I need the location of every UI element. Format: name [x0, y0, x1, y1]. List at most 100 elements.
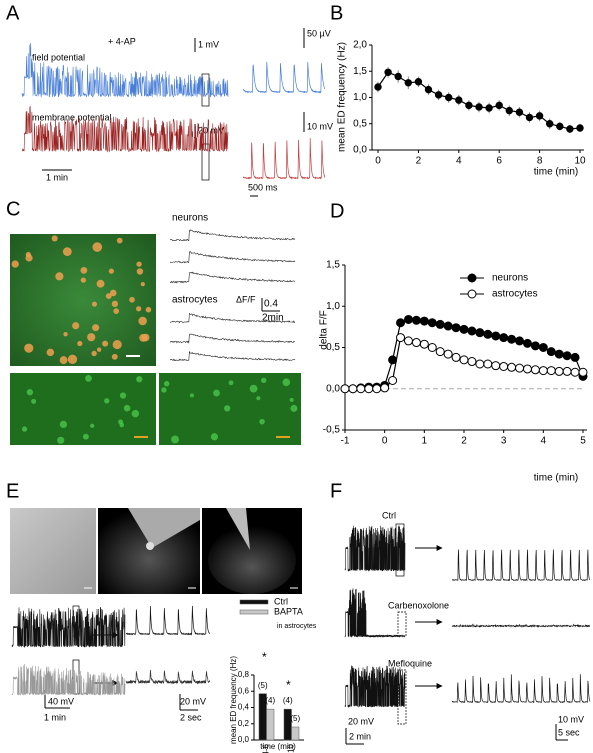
- marker: [570, 367, 580, 377]
- trace: [21, 42, 229, 98]
- legend-swatch: [239, 599, 269, 605]
- fluorescence-image: [10, 373, 156, 445]
- cell: [136, 268, 144, 275]
- scale-label: 500 ms: [248, 182, 278, 192]
- y-tick-label: 1,5: [326, 260, 340, 271]
- marker: [499, 361, 509, 371]
- cell: [55, 272, 64, 281]
- marker: [340, 384, 350, 394]
- cell: [161, 387, 167, 393]
- cell: [96, 347, 102, 352]
- cell: [141, 333, 150, 342]
- y-tick-label: 0,6: [238, 686, 250, 695]
- cell: [256, 396, 261, 401]
- cell: [145, 306, 152, 313]
- x-tick-label: 5: [580, 436, 586, 447]
- scale-label: 10 mV: [307, 121, 333, 131]
- marker: [451, 352, 461, 362]
- marker: [515, 363, 525, 373]
- marker: [475, 103, 483, 111]
- marker: [576, 124, 584, 132]
- marker: [403, 314, 413, 324]
- zoom-box: [397, 611, 407, 637]
- marker: [546, 347, 556, 357]
- y-tick-label: 1,0: [353, 92, 367, 103]
- cell: [112, 340, 122, 350]
- y-tick-label: 1,5: [353, 66, 367, 77]
- scale-label: 2 sec: [180, 712, 202, 722]
- cell: [91, 350, 97, 357]
- trace: [451, 549, 591, 582]
- y-axis-label: mean ED frequency (Hz): [229, 656, 238, 744]
- cell: [119, 422, 125, 428]
- cell: [113, 308, 120, 314]
- marker: [467, 357, 477, 367]
- marker: [525, 113, 534, 122]
- marker: [562, 366, 572, 376]
- marker: [467, 326, 477, 336]
- cell: [80, 277, 87, 283]
- marker: [404, 79, 412, 87]
- cell-blobs: [21, 374, 298, 444]
- marker: [522, 364, 532, 374]
- trace-label: membrane potential: [32, 112, 112, 122]
- cell: [104, 398, 110, 404]
- x-tick-label: 0: [382, 436, 388, 447]
- x-tick-label: 8: [537, 156, 543, 167]
- marker: [465, 101, 473, 110]
- marker: [507, 362, 517, 372]
- marker: [556, 122, 564, 131]
- x-tick-label: -1: [341, 436, 350, 447]
- cell: [26, 389, 34, 396]
- n-label: (5): [290, 714, 300, 723]
- marker: [435, 319, 445, 329]
- marker: [443, 321, 453, 331]
- x-tick-label: 8-10: [287, 743, 296, 753]
- panel-letter: C: [6, 198, 20, 220]
- cell: [228, 380, 234, 386]
- cell: [131, 409, 140, 418]
- marker: [491, 361, 501, 371]
- y-tick-label: 0,2: [238, 719, 250, 728]
- trace: [169, 351, 296, 362]
- legend-label: astrocytes: [492, 289, 538, 300]
- cell: [213, 389, 220, 397]
- cell: [80, 266, 88, 274]
- y-tick-label: 1,0: [326, 301, 340, 312]
- scale-label: ΔF/F: [236, 294, 256, 304]
- cell: [108, 268, 114, 274]
- cell: [51, 235, 58, 242]
- trace: [21, 106, 229, 153]
- cell: [116, 237, 123, 244]
- legend-label: neurons: [492, 273, 528, 284]
- marker: [396, 333, 406, 343]
- significance: *: [262, 650, 267, 664]
- cell: [136, 306, 142, 312]
- cell: [136, 261, 142, 267]
- bar: [291, 726, 300, 741]
- marker: [459, 324, 469, 334]
- x-axis-label: time (min): [260, 742, 296, 751]
- marker: [445, 93, 453, 102]
- cell: [85, 374, 92, 382]
- trace: [169, 312, 296, 324]
- marker: [495, 101, 503, 110]
- marker: [427, 318, 437, 328]
- cell: [92, 324, 100, 332]
- trace: [11, 607, 126, 649]
- marker: [372, 384, 382, 394]
- marker: [515, 108, 524, 116]
- scale-label: 50 µV: [307, 28, 331, 38]
- y-tick-label: 0,5: [353, 118, 367, 129]
- x-tick-label: 6: [496, 156, 502, 167]
- scale-label: 10 mV: [558, 714, 584, 724]
- panel-letter: B: [330, 2, 343, 24]
- y-tick-label: 0,0: [238, 735, 250, 744]
- x-tick-label: 2: [416, 156, 422, 167]
- cell: [102, 340, 109, 347]
- trace: [11, 663, 126, 696]
- y-axis-label: delta F/F: [319, 310, 330, 349]
- trace: [344, 665, 406, 708]
- cell: [261, 377, 267, 384]
